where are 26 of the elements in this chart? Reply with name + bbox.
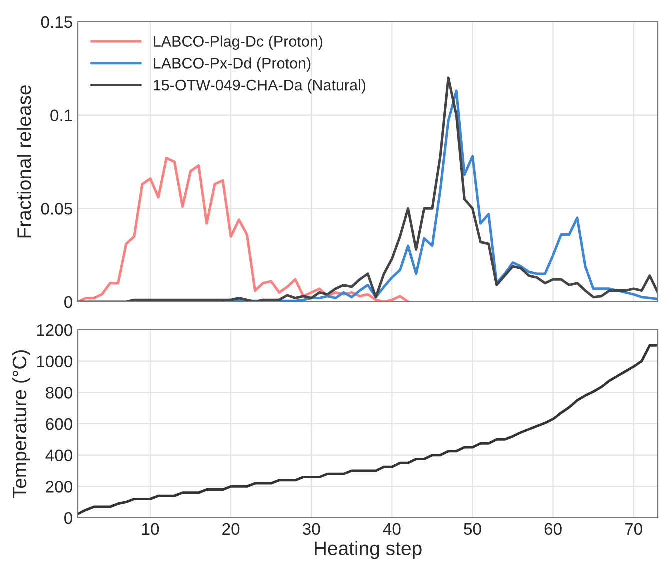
y-tick-label: 1200 [37,324,72,336]
y-axis-title: Fractional release [17,86,32,238]
y-tick-label: 400 [46,450,72,462]
x-tick-label: 20 [222,523,240,536]
x-tick-label: 30 [302,523,320,536]
legend-label: 15-OTW-049-CHA-Da (Natural) [154,80,366,94]
y-tick-label: 0 [64,512,72,524]
x-tick-label: 70 [625,523,642,536]
y-tick-label: 600 [46,418,72,430]
x-tick-label: 60 [544,523,562,536]
y-tick-label: 0.1 [50,110,72,122]
y-axis-title: Temperature (°C) [12,350,31,498]
legend-label: LABCO-Plag-Dc (Proton) [154,36,323,50]
x-tick-label: 50 [464,523,482,536]
line-series [78,344,658,516]
y-tick-label: 0.15 [41,16,72,28]
legend-label: LABCO-Px-Dd (Proton) [154,58,311,72]
x-tick-label: 10 [142,523,160,536]
y-tick-label: 200 [46,481,72,493]
line-series [78,157,410,302]
y-tick-label: 800 [46,387,72,399]
y-tick-label: 1000 [37,356,72,368]
y-tick-label: 0.05 [41,203,72,215]
x-tick-label: 40 [383,523,401,536]
y-tick-label: 0 [64,296,72,308]
x-axis-title: Heating step [315,541,422,560]
